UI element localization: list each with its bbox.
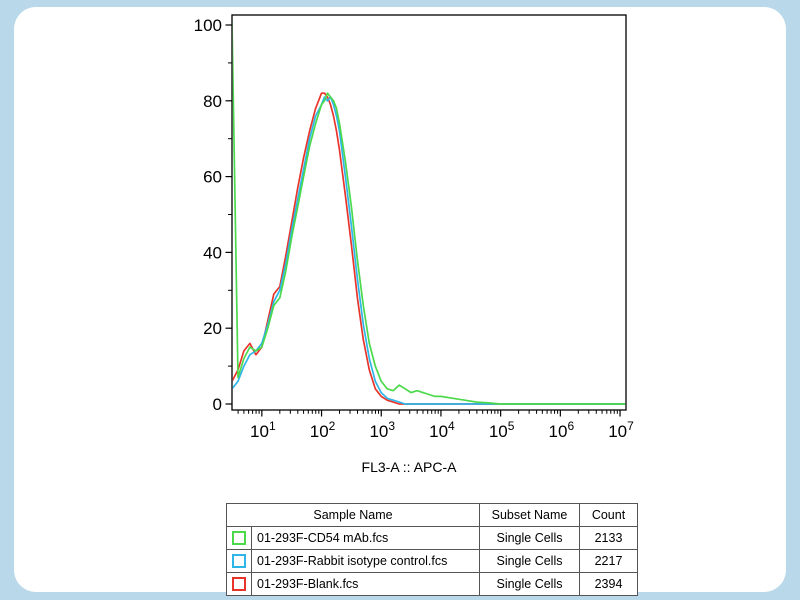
header-subset-name: Subset Name bbox=[479, 503, 580, 527]
count-cell: 2217 bbox=[579, 549, 638, 573]
y-tick-label: 60 bbox=[203, 168, 222, 187]
x-tick-label: 104 bbox=[429, 419, 455, 441]
header-count: Count bbox=[579, 503, 638, 527]
flow-histogram-chart: 101 102 103 104 105 106 107 0 20 40 60 80 100 bbox=[174, 9, 644, 455]
y-tick-label: 0 bbox=[213, 395, 222, 414]
x-tick-label: 107 bbox=[608, 419, 634, 441]
swatch-cell bbox=[226, 549, 252, 573]
swatch-cell bbox=[226, 526, 252, 550]
legend-table-header-row: Sample Name Subset Name Count bbox=[226, 503, 638, 527]
table-row: 01-293F-CD54 mAb.fcs Single Cells 2133 bbox=[226, 526, 638, 550]
series-line bbox=[232, 21, 626, 405]
count-cell: 2394 bbox=[579, 572, 638, 596]
legend-swatch bbox=[232, 554, 246, 569]
x-tick-label: 106 bbox=[549, 419, 575, 441]
count-cell: 2133 bbox=[579, 526, 638, 550]
sample-name-cell: 01-293F-CD54 mAb.fcs bbox=[251, 526, 480, 550]
y-axis: 0 20 40 60 80 100 bbox=[194, 16, 232, 414]
table-row: 01-293F-Rabbit isotype control.fcs Singl… bbox=[226, 549, 638, 573]
legend-swatch bbox=[232, 577, 246, 592]
y-tick-label: 40 bbox=[203, 243, 222, 262]
y-tick-label: 20 bbox=[203, 319, 222, 338]
y-tick-label: 80 bbox=[203, 92, 222, 111]
table-row: 01-293F-Blank.fcs Single Cells 2394 bbox=[226, 572, 638, 596]
plot-border bbox=[231, 14, 627, 411]
subset-name-cell: Single Cells bbox=[479, 526, 580, 550]
legend-swatch bbox=[232, 531, 246, 546]
series-line bbox=[232, 92, 626, 405]
y-tick-label: 100 bbox=[194, 16, 222, 35]
x-axis-title: FL3-A :: APC-A bbox=[361, 459, 457, 475]
x-axis: 101 102 103 104 105 106 107 bbox=[237, 410, 634, 441]
x-tick-label: 103 bbox=[369, 419, 395, 441]
header-sample-name: Sample Name bbox=[226, 503, 480, 527]
sample-name-cell: 01-293F-Blank.fcs bbox=[251, 572, 480, 596]
histogram-svg: 101 102 103 104 105 106 107 0 20 40 60 80 100 bbox=[194, 14, 634, 441]
swatch-cell bbox=[226, 572, 252, 596]
x-tick-label: 102 bbox=[310, 419, 336, 441]
subset-name-cell: Single Cells bbox=[479, 549, 580, 573]
subset-name-cell: Single Cells bbox=[479, 572, 580, 596]
x-tick-label: 101 bbox=[250, 419, 276, 441]
legend-table: Sample Name Subset Name Count 01-293F-CD… bbox=[226, 503, 638, 596]
x-tick-label: 105 bbox=[489, 419, 515, 441]
figure-card: 101 102 103 104 105 106 107 0 20 40 60 80 100 FL3-A … bbox=[14, 7, 786, 596]
sample-name-cell: 01-293F-Rabbit isotype control.fcs bbox=[251, 549, 480, 573]
